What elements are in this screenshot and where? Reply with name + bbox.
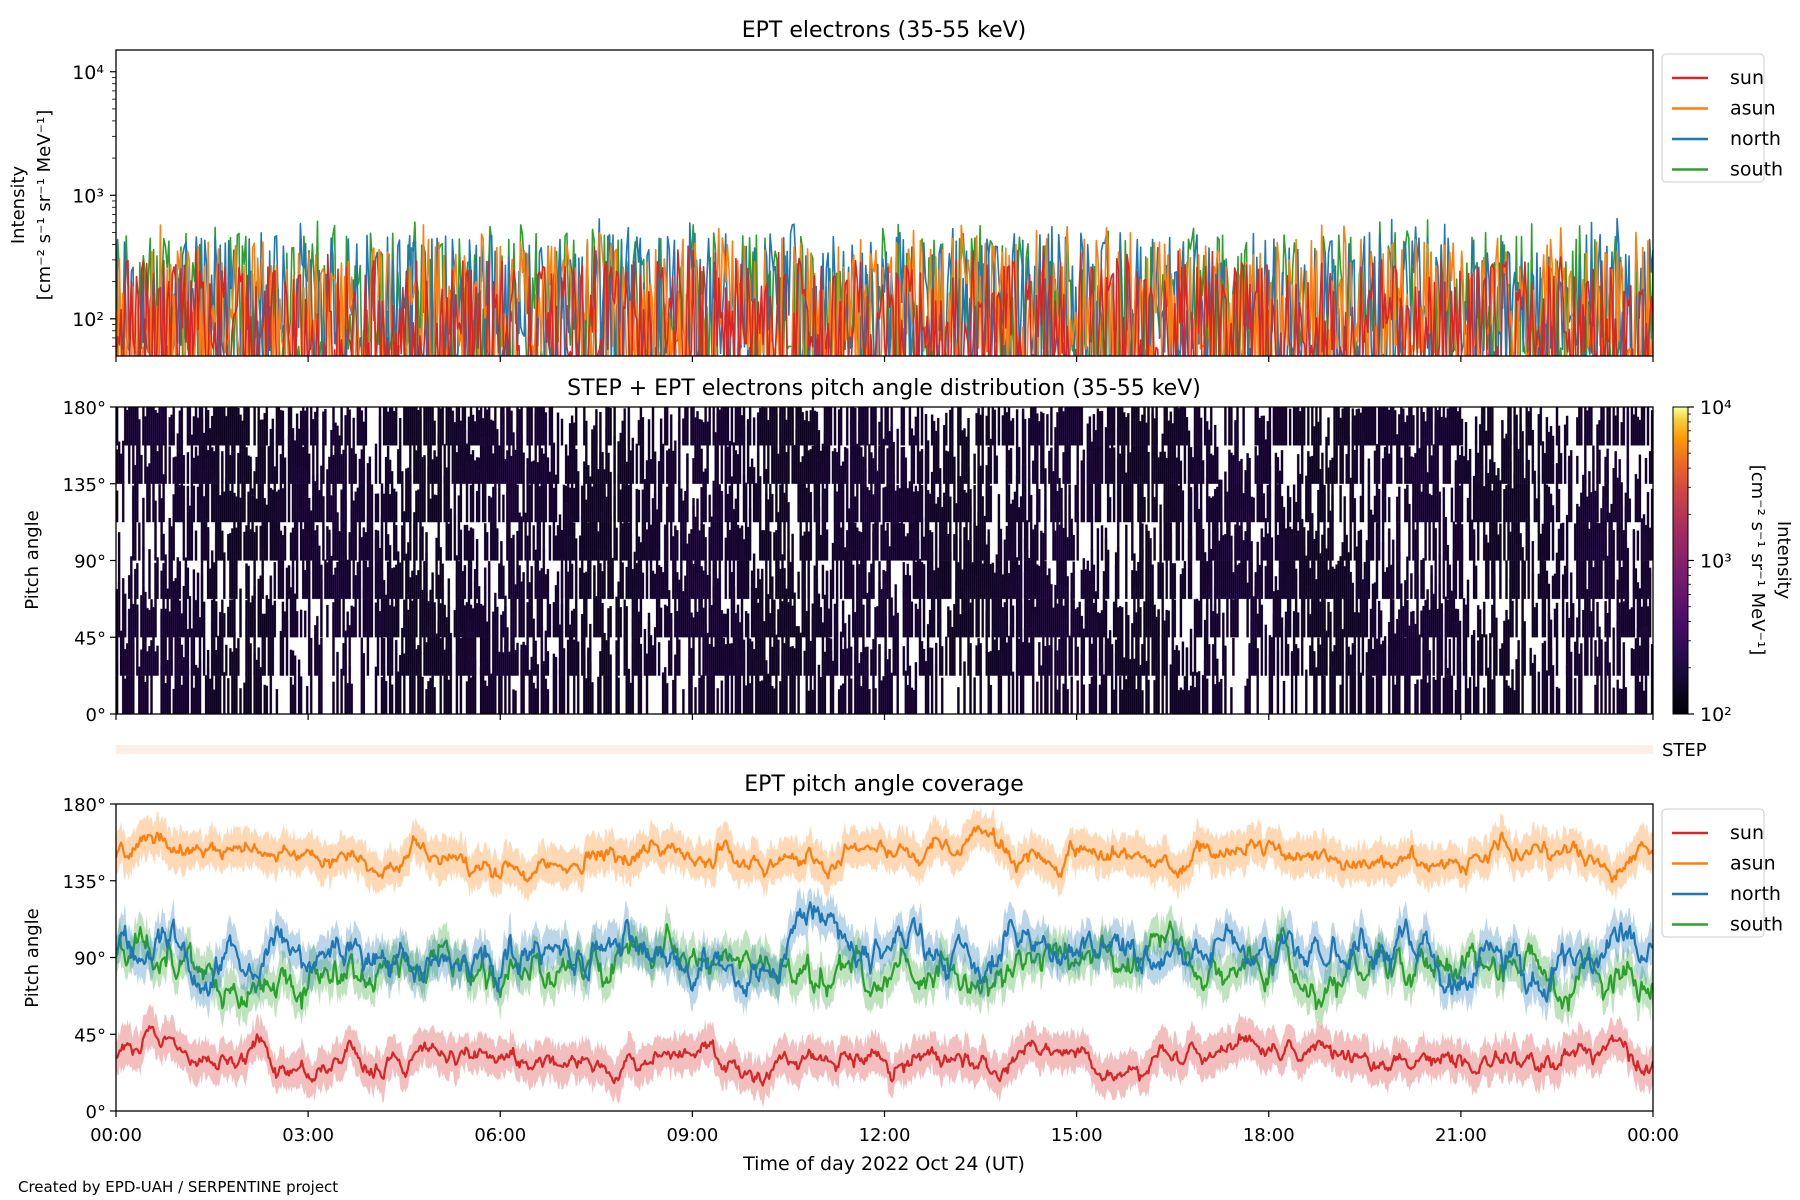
series-sun-intensity: [116, 245, 1653, 356]
y-tick-label: 45°: [74, 1025, 106, 1046]
series-sun-range: [116, 1004, 1653, 1108]
heatmap-cells: [116, 407, 1653, 714]
panel2-ylabel: Pitch angle: [22, 510, 43, 609]
x-tick-label: 03:00: [282, 1125, 334, 1146]
y-tick-label: 180°: [63, 795, 106, 816]
y-tick-label: 45°: [74, 628, 106, 649]
legend-box: [1661, 53, 1765, 183]
y-tick-label: 135°: [63, 872, 106, 893]
colorbar: [1672, 406, 1689, 715]
legend-label-sun: sun: [1730, 67, 1764, 89]
x-tick-label: 21:00: [1435, 1125, 1487, 1146]
credit-text: Created by EPD-UAH / SERPENTINE project: [18, 1178, 339, 1196]
colorbar-label-line2: [cm⁻² s⁻¹ sr⁻¹ MeV⁻¹]: [1747, 465, 1768, 656]
colorbar-label-line1: Intensity: [1773, 521, 1794, 600]
panel3-title: EPT pitch angle coverage: [744, 772, 1024, 797]
y-tick-label: 10⁴: [72, 62, 104, 84]
step-label: STEP: [1662, 740, 1707, 761]
x-axis: 00:00 03:00 06:00 09:00 12:00 15:00 18:00 21:00…: [90, 356, 1679, 1146]
panel-pitch-coverage: EPT pitch angle coverage 0° 45° 90° 135° 180…: [22, 772, 1783, 1123]
legend-label-north: north: [1730, 128, 1781, 150]
series-south-pitch: [116, 920, 1653, 1012]
colorbar-tick-label: 10²: [1700, 704, 1732, 726]
panel1-ylabel-line2: [cm⁻² s⁻¹ sr⁻¹ MeV⁻¹]: [34, 110, 55, 301]
panel1-series: [116, 217, 1653, 356]
legend-label-sun: sun: [1730, 822, 1764, 844]
y-tick-label: 135°: [63, 475, 106, 496]
series-sun-pitch: [116, 1025, 1653, 1087]
step-band: [116, 745, 1653, 754]
x-tick-label: 09:00: [666, 1125, 718, 1146]
panel1-title: EPT electrons (35-55 keV): [742, 18, 1027, 43]
x-tick-label: 12:00: [859, 1125, 911, 1146]
y-tick-label: 180°: [63, 398, 106, 419]
y-tick-label: 10³: [72, 185, 104, 207]
panel1-y-axis: 10² 10³ 10⁴: [72, 62, 116, 347]
y-tick-label: 0°: [86, 705, 106, 726]
legend-box: [1661, 808, 1765, 938]
series-asun-range: [116, 806, 1653, 902]
panel-intensity: EPT electrons (35-55 keV) 10² 10³ 10⁴ Inte…: [8, 18, 1783, 357]
legend-label-asun: asun: [1730, 98, 1776, 120]
panel3-legend: sun asun north south: [1661, 808, 1783, 938]
legend-label-north: north: [1730, 883, 1781, 905]
x-tick-label: 06:00: [474, 1125, 526, 1146]
x-tick-label: 00:00: [90, 1125, 142, 1146]
panel3-y-axis: 0° 45° 90° 135° 180°: [63, 795, 116, 1123]
series-asun-pitch: [116, 824, 1653, 884]
panel1-legend: sun asun north south: [1661, 53, 1783, 183]
y-tick-label: 90°: [74, 949, 106, 970]
colorbar-tick-label: 10⁴: [1700, 397, 1732, 419]
y-tick-label: 10²: [72, 309, 104, 331]
y-tick-label: 0°: [86, 1102, 106, 1123]
panel3-series: [116, 806, 1653, 1108]
x-axis-label: Time of day 2022 Oct 24 (UT): [742, 1153, 1025, 1175]
panel2-y-axis: 0° 45° 90° 135° 180°: [63, 398, 116, 726]
panel1-ylabel-line1: Intensity: [8, 165, 29, 244]
panel2-title: STEP + EPT electrons pitch angle distrib…: [567, 376, 1201, 401]
panel-pitch-distribution: STEP + EPT electrons pitch angle distrib…: [22, 376, 1794, 761]
x-tick-label: 15:00: [1051, 1125, 1103, 1146]
series-north-pitch: [116, 901, 1653, 1003]
legend-label-asun: asun: [1730, 853, 1776, 875]
panel3-ylabel: Pitch angle: [22, 908, 43, 1007]
y-tick-label: 90°: [74, 552, 106, 573]
legend-label-south: south: [1730, 914, 1783, 936]
colorbar-ticks: 10² 10³ 10⁴: [1688, 397, 1732, 726]
legend-label-south: south: [1730, 159, 1783, 181]
panel2-heatmap: [116, 407, 1653, 714]
colorbar-tick-label: 10³: [1700, 551, 1732, 573]
x-tick-label: 00:00: [1627, 1125, 1679, 1146]
x-tick-label: 18:00: [1243, 1125, 1295, 1146]
